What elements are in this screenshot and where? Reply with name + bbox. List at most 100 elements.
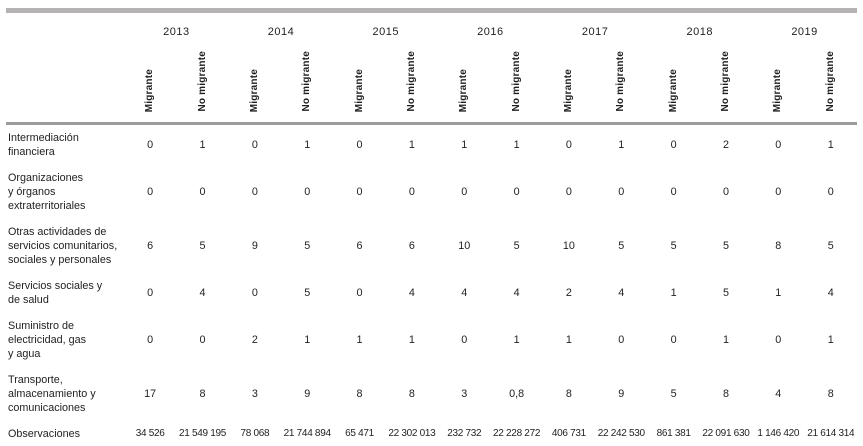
data-cell: 10 xyxy=(458,240,471,253)
data-cell: 0 xyxy=(199,186,206,199)
data-cell: 1 xyxy=(304,139,311,152)
data-cell: 0 xyxy=(408,186,415,199)
data-cell: 1 xyxy=(513,334,520,347)
row-label: Servicios sociales y de salud xyxy=(8,280,103,307)
subheader-migrante: Migrante xyxy=(752,45,805,125)
year-header: 2014 xyxy=(267,26,295,38)
subheader-no-migrante: No migrante xyxy=(176,45,229,125)
data-cell: 8 xyxy=(775,240,782,253)
row-label: Transporte, almacenamiento y comunicacio… xyxy=(8,374,96,415)
data-cell: 4 xyxy=(461,287,468,300)
observations-label: Observaciones xyxy=(8,427,81,440)
subheader-no-migrante: No migrante xyxy=(385,45,439,125)
data-cell: 9 xyxy=(251,240,258,253)
migrante-label: Migrante xyxy=(562,68,574,112)
data-cell: 5 xyxy=(670,240,677,253)
migrante-label: Migrante xyxy=(144,68,156,112)
data-cell: 10 xyxy=(562,240,575,253)
subheader-migrante: Migrante xyxy=(228,45,282,125)
data-cell: 1 xyxy=(827,139,834,152)
data-cell: 2 xyxy=(722,139,729,152)
table-row: Servicios sociales y de salud 0 4 0 5 0 4 4 4 2 4 1… xyxy=(6,273,857,313)
subheader-migrante: Migrante xyxy=(647,45,700,125)
data-cell: 17 xyxy=(144,388,157,401)
data-cell: 0 xyxy=(670,186,677,199)
year-header: 2015 xyxy=(372,26,399,38)
data-cell: 1 xyxy=(304,334,311,347)
migrante-label: Migrante xyxy=(667,68,679,112)
data-cell: 1 xyxy=(461,139,468,152)
data-cell: 4 xyxy=(827,287,834,300)
data-cell: 8 xyxy=(565,388,572,401)
data-cell: 1 xyxy=(356,334,363,347)
data-cell: 1 xyxy=(775,287,782,300)
observations-value: 21 744 894 xyxy=(283,428,331,440)
data-cell: 0 xyxy=(147,287,154,300)
observations-value: 21 549 195 xyxy=(178,428,227,440)
corner-cell xyxy=(6,10,124,125)
data-cell: 4 xyxy=(199,287,206,300)
row-label: Intermediación financiera xyxy=(8,132,79,159)
data-cell: 0 xyxy=(670,334,677,347)
data-cell: 0 xyxy=(565,186,572,199)
data-cell: 0 xyxy=(147,139,154,152)
data-cell: 9 xyxy=(618,388,625,401)
observations-value: 22 228 272 xyxy=(493,428,541,440)
data-cell: 0 xyxy=(304,186,311,199)
data-cell: 0 xyxy=(251,139,258,152)
observations-value: 22 091 630 xyxy=(702,428,750,440)
subheader-migrante: Migrante xyxy=(333,45,386,125)
no-migrante-label: No migrante xyxy=(824,51,836,112)
observations-value: 78 068 xyxy=(240,428,270,440)
migrante-label: Migrante xyxy=(458,68,470,112)
migrante-label: Migrante xyxy=(248,68,260,112)
row-label: Otras actividades de servicios comunitar… xyxy=(8,226,118,267)
no-migrante-label: No migrante xyxy=(301,51,313,112)
statistics-table: 2013 2014 2015 2016 2017 2018 2019 Migrante No … xyxy=(6,8,857,446)
migrante-label: Migrante xyxy=(353,68,365,112)
data-cell: 3 xyxy=(251,388,258,401)
data-cell: 5 xyxy=(670,388,677,401)
data-cell: 0 xyxy=(722,186,729,199)
data-cell: 5 xyxy=(199,240,206,253)
data-cell: 6 xyxy=(356,240,363,253)
data-cell: 5 xyxy=(304,240,311,253)
observations-value: 861 381 xyxy=(656,428,691,440)
data-cell: 1 xyxy=(722,334,729,347)
data-cell: 5 xyxy=(304,287,311,300)
no-migrante-label: No migrante xyxy=(719,51,731,112)
year-header: 2018 xyxy=(686,26,714,38)
no-migrante-label: No migrante xyxy=(405,51,417,112)
data-cell: 1 xyxy=(408,139,415,152)
data-cell: 0 xyxy=(618,334,625,347)
observations-value: 21 614 314 xyxy=(807,428,855,440)
subheader-no-migrante: No migrante xyxy=(804,45,857,125)
subheader-row: Migrante No migrante Migrante No migrante Mi… xyxy=(6,45,857,125)
data-cell: 0 xyxy=(775,186,782,199)
data-cell: 0 xyxy=(513,186,520,199)
data-cell: 1 xyxy=(513,139,520,152)
no-migrante-label: No migrante xyxy=(510,51,522,112)
table-row: Intermediación financiera 0 1 0 1 0 1 1 1 0 1 0 2 0 1 xyxy=(6,124,857,166)
data-cell: 0 xyxy=(199,334,206,347)
year-header: 2017 xyxy=(581,26,609,38)
data-cell: 8 xyxy=(827,388,834,401)
data-cell: 2 xyxy=(565,287,572,300)
data-cell: 0 xyxy=(775,334,782,347)
data-cell: 1 xyxy=(618,139,625,152)
data-cell: 0 xyxy=(356,186,363,199)
observations-value: 232 732 xyxy=(447,428,482,440)
year-header: 2016 xyxy=(477,26,504,38)
subheader-no-migrante: No migrante xyxy=(490,45,543,125)
data-cell: 2 xyxy=(251,334,258,347)
data-cell: 8 xyxy=(356,388,363,401)
data-cell: 3 xyxy=(461,388,468,401)
table-row: Otras actividades de servicios comunitar… xyxy=(6,219,857,273)
data-cell: 1 xyxy=(565,334,572,347)
data-cell: 5 xyxy=(513,240,520,253)
data-cell: 0 xyxy=(618,186,625,199)
observations-value: 406 731 xyxy=(551,428,586,440)
data-cell: 8 xyxy=(722,388,729,401)
data-cell: 1 xyxy=(199,139,206,152)
